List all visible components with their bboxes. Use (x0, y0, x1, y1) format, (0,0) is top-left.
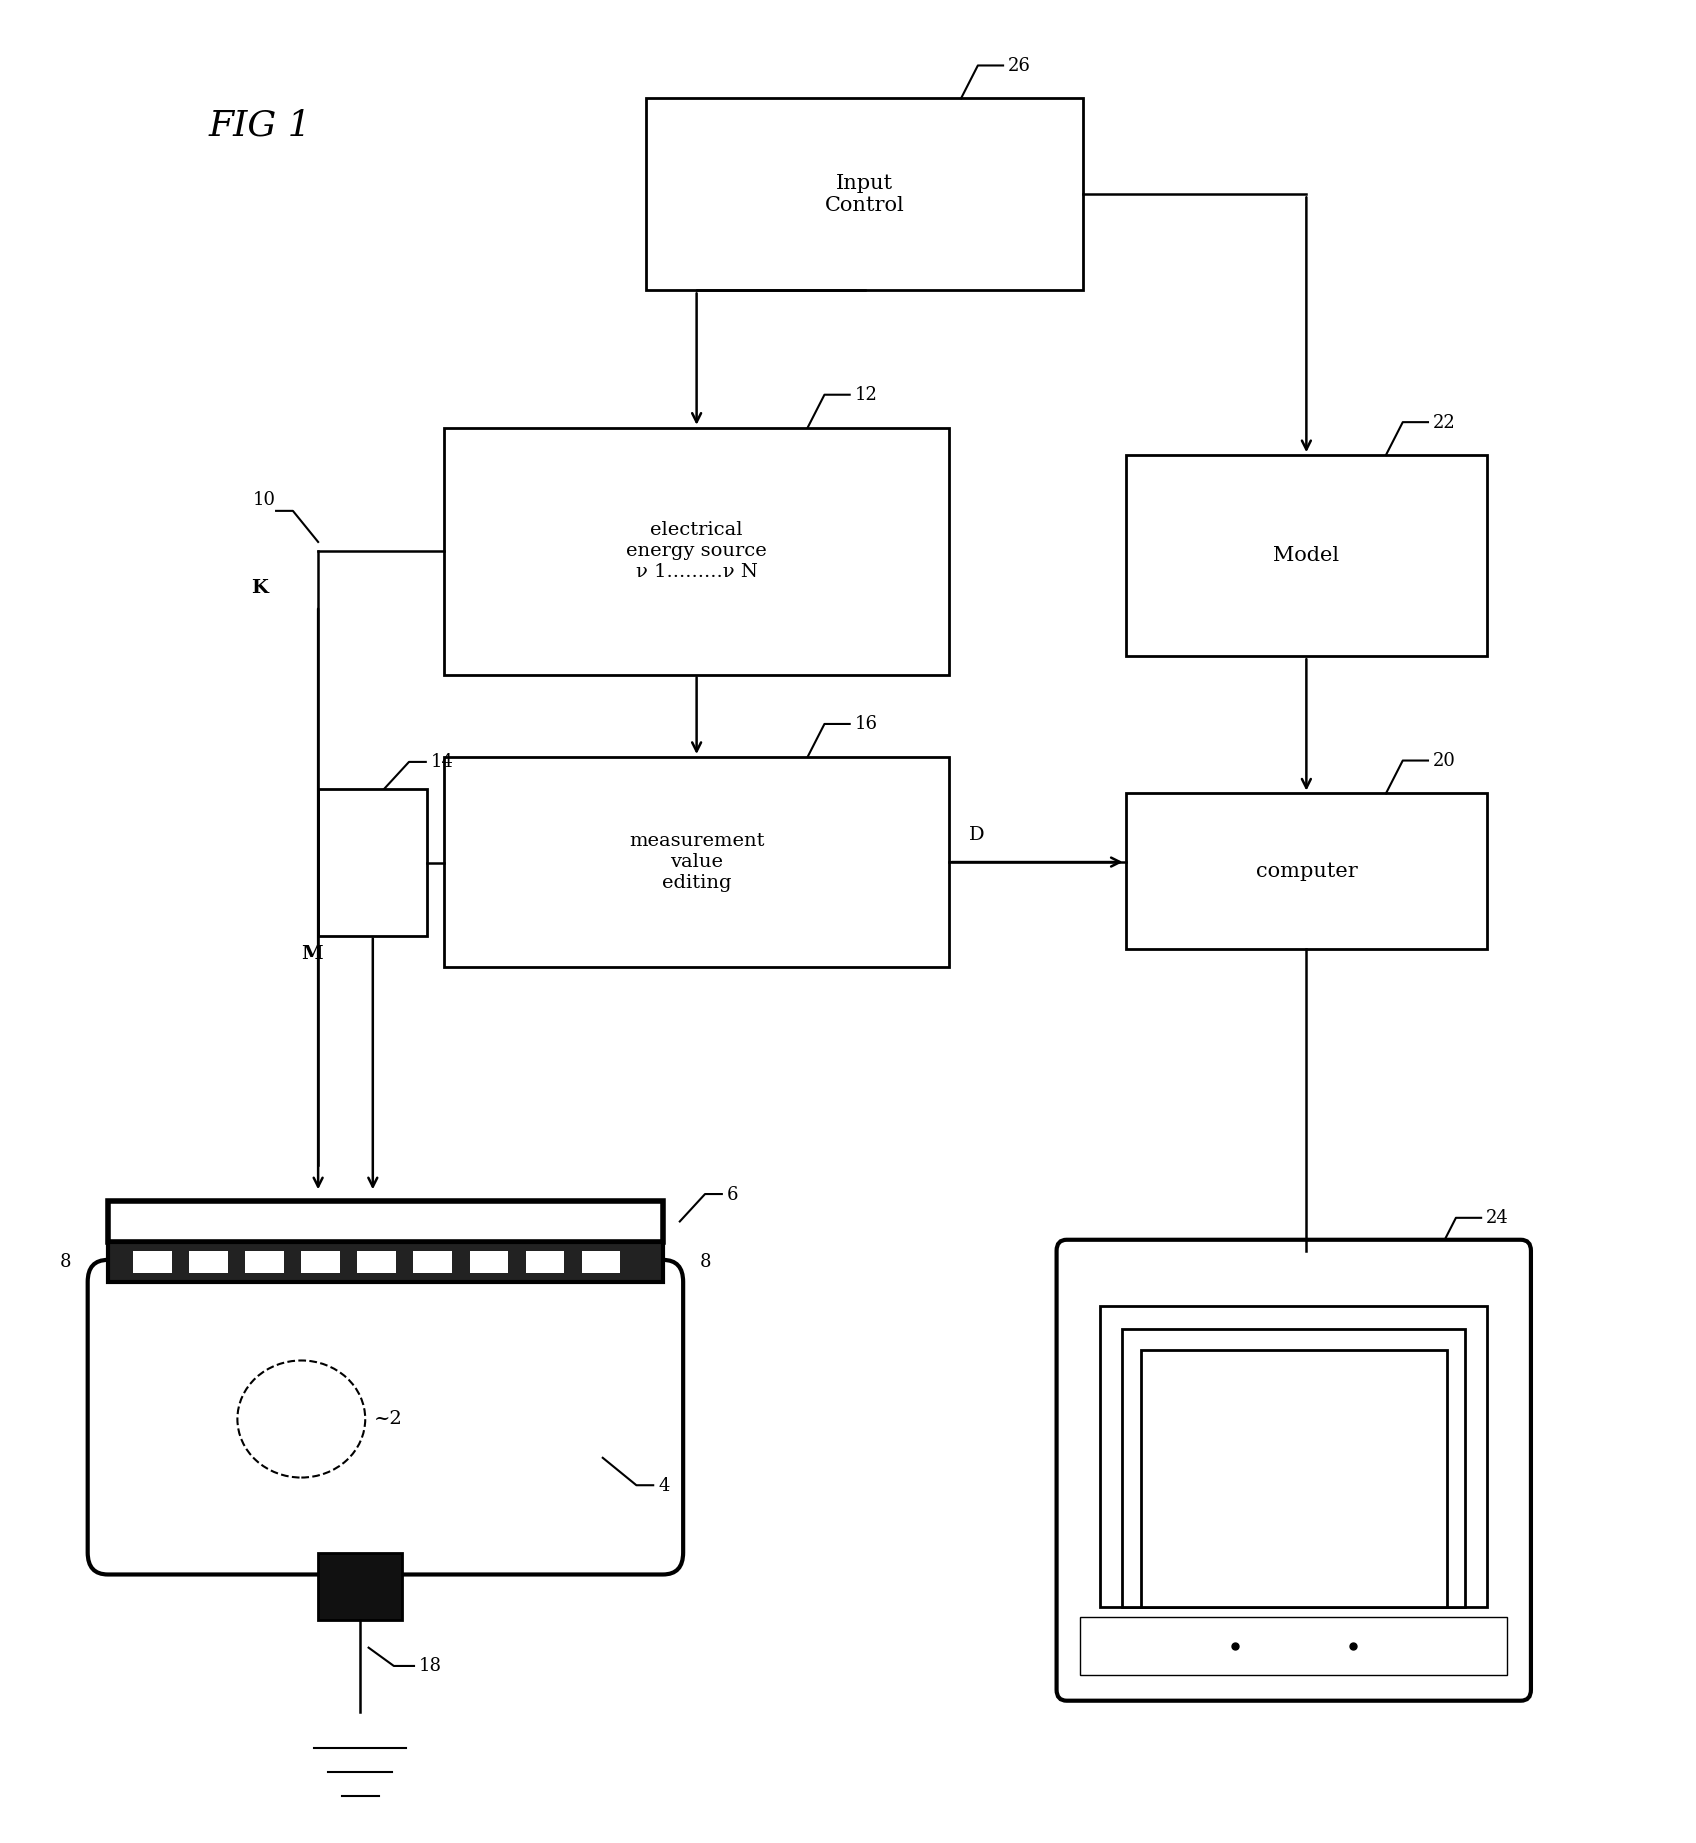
Text: 26: 26 (1007, 57, 1031, 76)
FancyBboxPatch shape (132, 1251, 171, 1274)
FancyBboxPatch shape (1101, 1305, 1487, 1607)
FancyBboxPatch shape (526, 1251, 565, 1274)
Text: 22: 22 (1433, 413, 1455, 431)
Text: 8: 8 (699, 1253, 711, 1270)
Text: 6: 6 (728, 1185, 738, 1203)
FancyBboxPatch shape (444, 757, 950, 968)
Text: K: K (251, 579, 268, 597)
Text: 8: 8 (59, 1253, 71, 1270)
FancyBboxPatch shape (1080, 1616, 1508, 1675)
Text: 10: 10 (253, 492, 276, 509)
Text: computer: computer (1255, 863, 1357, 881)
Text: D: D (968, 826, 985, 844)
FancyBboxPatch shape (190, 1251, 227, 1274)
FancyBboxPatch shape (246, 1251, 283, 1274)
FancyBboxPatch shape (109, 1202, 663, 1242)
FancyBboxPatch shape (319, 789, 427, 936)
Text: Model: Model (1274, 546, 1340, 566)
Text: 24: 24 (1486, 1209, 1509, 1227)
Text: 20: 20 (1433, 752, 1455, 770)
Text: measurement
value
editing: measurement value editing (629, 833, 765, 892)
FancyBboxPatch shape (1126, 794, 1487, 949)
Text: 4: 4 (658, 1476, 670, 1495)
FancyBboxPatch shape (1057, 1240, 1531, 1701)
Text: 14: 14 (431, 754, 455, 772)
FancyBboxPatch shape (109, 1242, 663, 1283)
FancyBboxPatch shape (319, 1552, 402, 1620)
Text: 16: 16 (855, 715, 879, 734)
Text: Input
Control: Input Control (824, 173, 904, 216)
FancyBboxPatch shape (1141, 1349, 1447, 1607)
Text: 12: 12 (855, 387, 877, 404)
FancyBboxPatch shape (414, 1251, 453, 1274)
Text: ~2: ~2 (373, 1410, 402, 1428)
FancyBboxPatch shape (88, 1261, 683, 1574)
FancyBboxPatch shape (582, 1251, 621, 1274)
FancyBboxPatch shape (302, 1251, 339, 1274)
FancyBboxPatch shape (646, 98, 1084, 291)
Text: electrical
energy source
ν 1.........ν N: electrical energy source ν 1.........ν N (626, 522, 767, 581)
FancyBboxPatch shape (444, 428, 950, 675)
FancyBboxPatch shape (1123, 1329, 1465, 1607)
Text: FIG 1: FIG 1 (209, 109, 312, 144)
Text: M: M (300, 945, 322, 962)
Text: 18: 18 (419, 1657, 443, 1675)
FancyBboxPatch shape (358, 1251, 397, 1274)
FancyBboxPatch shape (1126, 455, 1487, 656)
FancyBboxPatch shape (470, 1251, 509, 1274)
